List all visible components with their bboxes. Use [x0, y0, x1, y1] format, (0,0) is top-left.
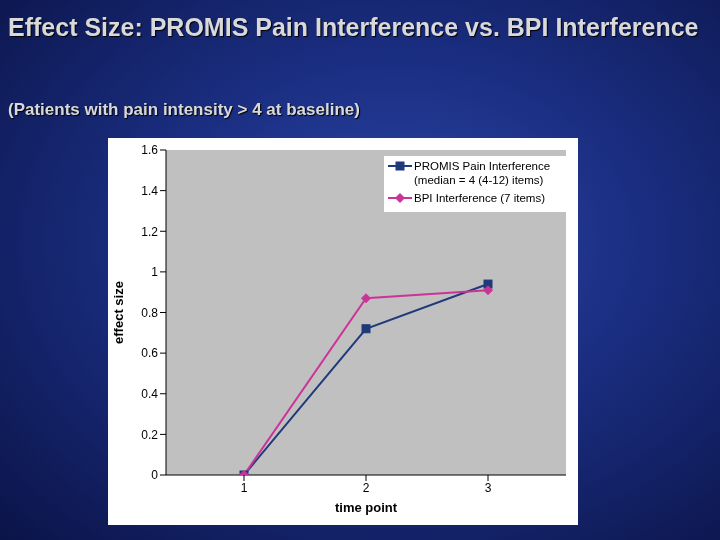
svg-text:1: 1 [241, 481, 248, 495]
html-text:Effect Size: PROMIS Pain Inter: Effect Size: PROMIS Pain Interference vs… [8, 13, 699, 41]
svg-text:1.6: 1.6 [141, 143, 158, 157]
svg-text:1.2: 1.2 [141, 225, 158, 239]
svg-text:0.2: 0.2 [141, 428, 158, 442]
svg-text:0.4: 0.4 [141, 387, 158, 401]
svg-text:time point: time point [335, 500, 398, 515]
svg-text:0.6: 0.6 [141, 346, 158, 360]
svg-text:1.4: 1.4 [141, 184, 158, 198]
svg-text:3: 3 [485, 481, 492, 495]
html-text:PROMIS Pain Interference (medi: PROMIS Pain Interference (median = 4 (4-… [414, 160, 551, 186]
html-text:(Patients with pain intensity: (Patients with pain intensity > 4 at bas… [8, 100, 360, 119]
svg-text:2: 2 [363, 481, 370, 495]
svg-text:0.8: 0.8 [141, 306, 158, 320]
svg-text:effect size: effect size [111, 281, 126, 344]
html-text:BPI Interference (7 items): BPI Interference (7 items) [414, 192, 545, 204]
svg-text:0: 0 [151, 468, 158, 482]
svg-text:1: 1 [151, 265, 158, 279]
